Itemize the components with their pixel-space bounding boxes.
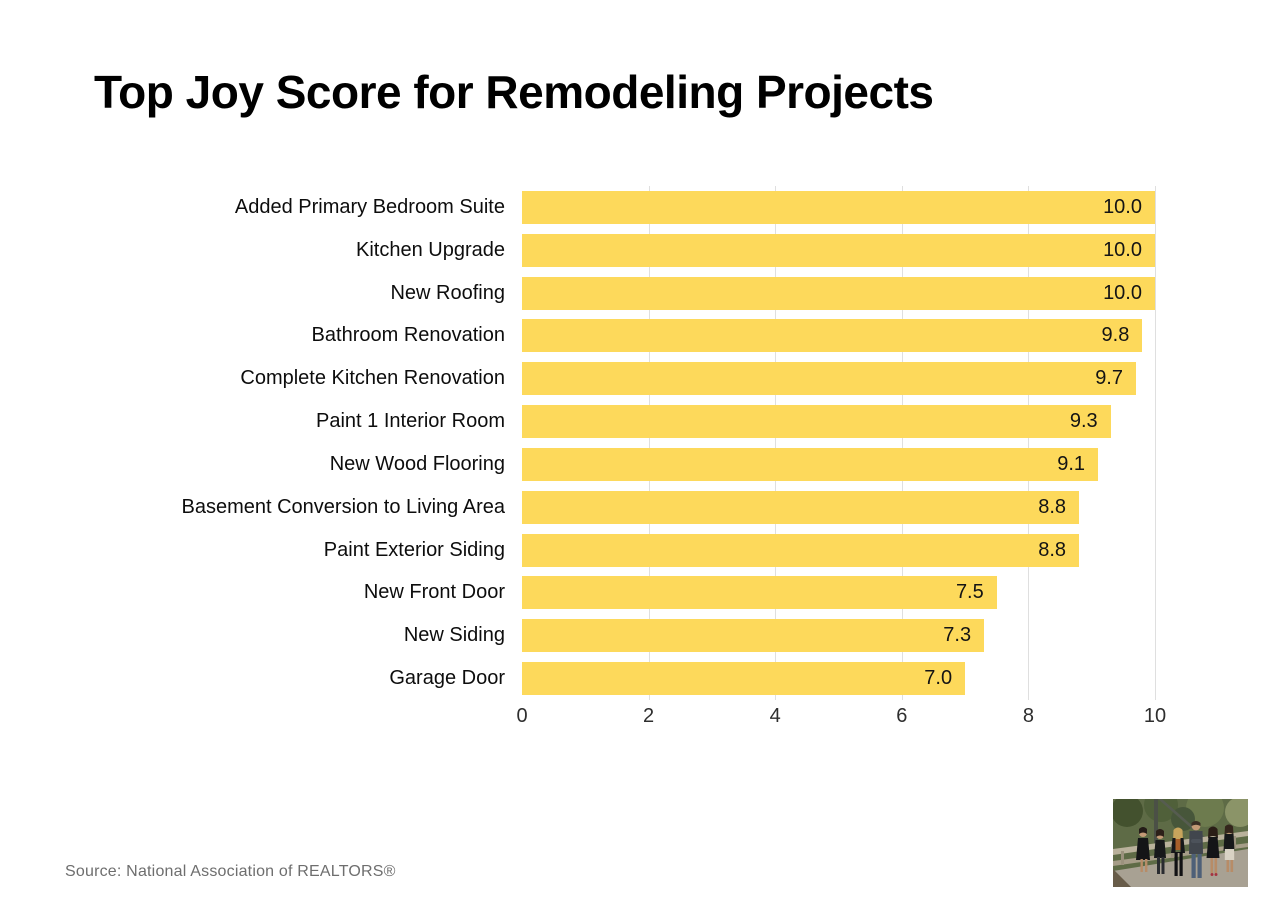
bar-value-label: 10.0 (1103, 281, 1142, 304)
bar-value-label: 9.7 (1095, 367, 1123, 390)
chart-row: New Wood Flooring 9.1 (60, 443, 1155, 486)
bar: 7.0 (522, 662, 966, 696)
bar-track: 9.1 (522, 447, 1155, 481)
chart-row: Added Primary Bedroom Suite 10.0 (60, 186, 1155, 229)
team-photo-illustration (1113, 799, 1248, 887)
x-tick-label: 8 (1022, 705, 1034, 727)
chart-row: Garage Door 7.0 (60, 657, 1155, 700)
gridline (1155, 186, 1156, 700)
bar-value-label: 9.1 (1057, 452, 1086, 475)
bar-value-label: 7.0 (924, 667, 953, 690)
chart-row: Paint 1 Interior Room 9.3 (60, 400, 1155, 443)
bar-track: 9.3 (522, 405, 1155, 439)
category-label: Complete Kitchen Renovation (240, 367, 505, 390)
gridline (648, 186, 650, 700)
bar: 9.8 (522, 319, 1143, 353)
gridline (775, 186, 777, 700)
bar-track: 8.8 (522, 490, 1155, 524)
chart-row: Basement Conversion to Living Area 8.8 (60, 486, 1155, 529)
chart-row: Kitchen Upgrade 10.0 (60, 229, 1155, 272)
team-photo (1113, 799, 1248, 887)
bar-track: 10.0 (522, 233, 1155, 267)
bar: 10.0 (522, 276, 1155, 310)
category-label: Paint Exterior Siding (323, 538, 505, 561)
bar-track: 7.0 (522, 662, 1155, 696)
x-tick-label: 0 (516, 705, 528, 727)
category-label: New Front Door (363, 581, 505, 604)
category-label: New Wood Flooring (329, 452, 505, 475)
bar: 8.8 (522, 490, 1080, 524)
bar-value-label: 8.8 (1038, 538, 1067, 561)
category-label: New Roofing (390, 281, 505, 304)
x-tick-label: 10 (1143, 705, 1167, 727)
bar: 8.8 (522, 533, 1080, 567)
x-tick-label: 4 (769, 705, 781, 727)
x-tick-label: 6 (896, 705, 908, 727)
grid-layer (522, 186, 1156, 700)
chart-row: Complete Kitchen Renovation 9.7 (60, 357, 1155, 400)
bar: 7.3 (522, 619, 985, 653)
bar: 10.0 (522, 233, 1155, 267)
chart-row: Bathroom Renovation 9.8 (60, 314, 1155, 357)
bar-track: 9.7 (522, 362, 1155, 396)
bar-value-label: 9.8 (1101, 324, 1130, 347)
bar-track: 10.0 (522, 190, 1155, 224)
bar-track: 7.3 (522, 619, 1155, 653)
category-label: Garage Door (389, 667, 505, 690)
gridline (1028, 186, 1030, 700)
category-label: Basement Conversion to Living Area (181, 495, 505, 518)
bar-track: 7.5 (522, 576, 1155, 610)
chart-row: New Siding 7.3 (60, 614, 1155, 657)
bar-value-label: 7.3 (943, 624, 972, 647)
bar-value-label: 9.3 (1069, 410, 1098, 433)
bar-value-label: 10.0 (1103, 195, 1142, 218)
category-label: New Siding (403, 624, 505, 647)
bar: 9.7 (522, 362, 1136, 396)
category-label: Paint 1 Interior Room (316, 410, 505, 433)
bar: 10.0 (522, 190, 1155, 224)
bar: 7.5 (522, 576, 997, 610)
category-label: Kitchen Upgrade (356, 238, 505, 261)
chart-row: New Roofing 10.0 (60, 272, 1155, 315)
x-axis: 0 2 4 6 8 10 (516, 705, 1166, 733)
bar: 9.3 (522, 405, 1111, 439)
bar-value-label: 7.5 (955, 581, 984, 604)
bar-value-label: 10.0 (1103, 238, 1142, 261)
bar-value-label: 8.8 (1038, 495, 1067, 518)
bar-track: 8.8 (522, 533, 1155, 567)
gridline (901, 186, 903, 700)
category-label: Bathroom Renovation (311, 324, 505, 347)
category-label: Added Primary Bedroom Suite (234, 195, 505, 218)
bar-track: 9.8 (522, 319, 1155, 353)
chart-row: Paint Exterior Siding 8.8 (60, 529, 1155, 572)
chart-title: Top Joy Score for Remodeling Projects (94, 66, 934, 118)
x-tick-label: 2 (643, 705, 655, 727)
source-attribution: Source: National Association of REALTORS… (65, 863, 396, 880)
bar-rows: Added Primary Bedroom Suite 10.0 Kitchen U… (60, 186, 1155, 700)
bar: 9.1 (522, 447, 1099, 481)
bar-track: 10.0 (522, 276, 1155, 310)
chart-row: New Front Door 7.5 (60, 571, 1155, 614)
